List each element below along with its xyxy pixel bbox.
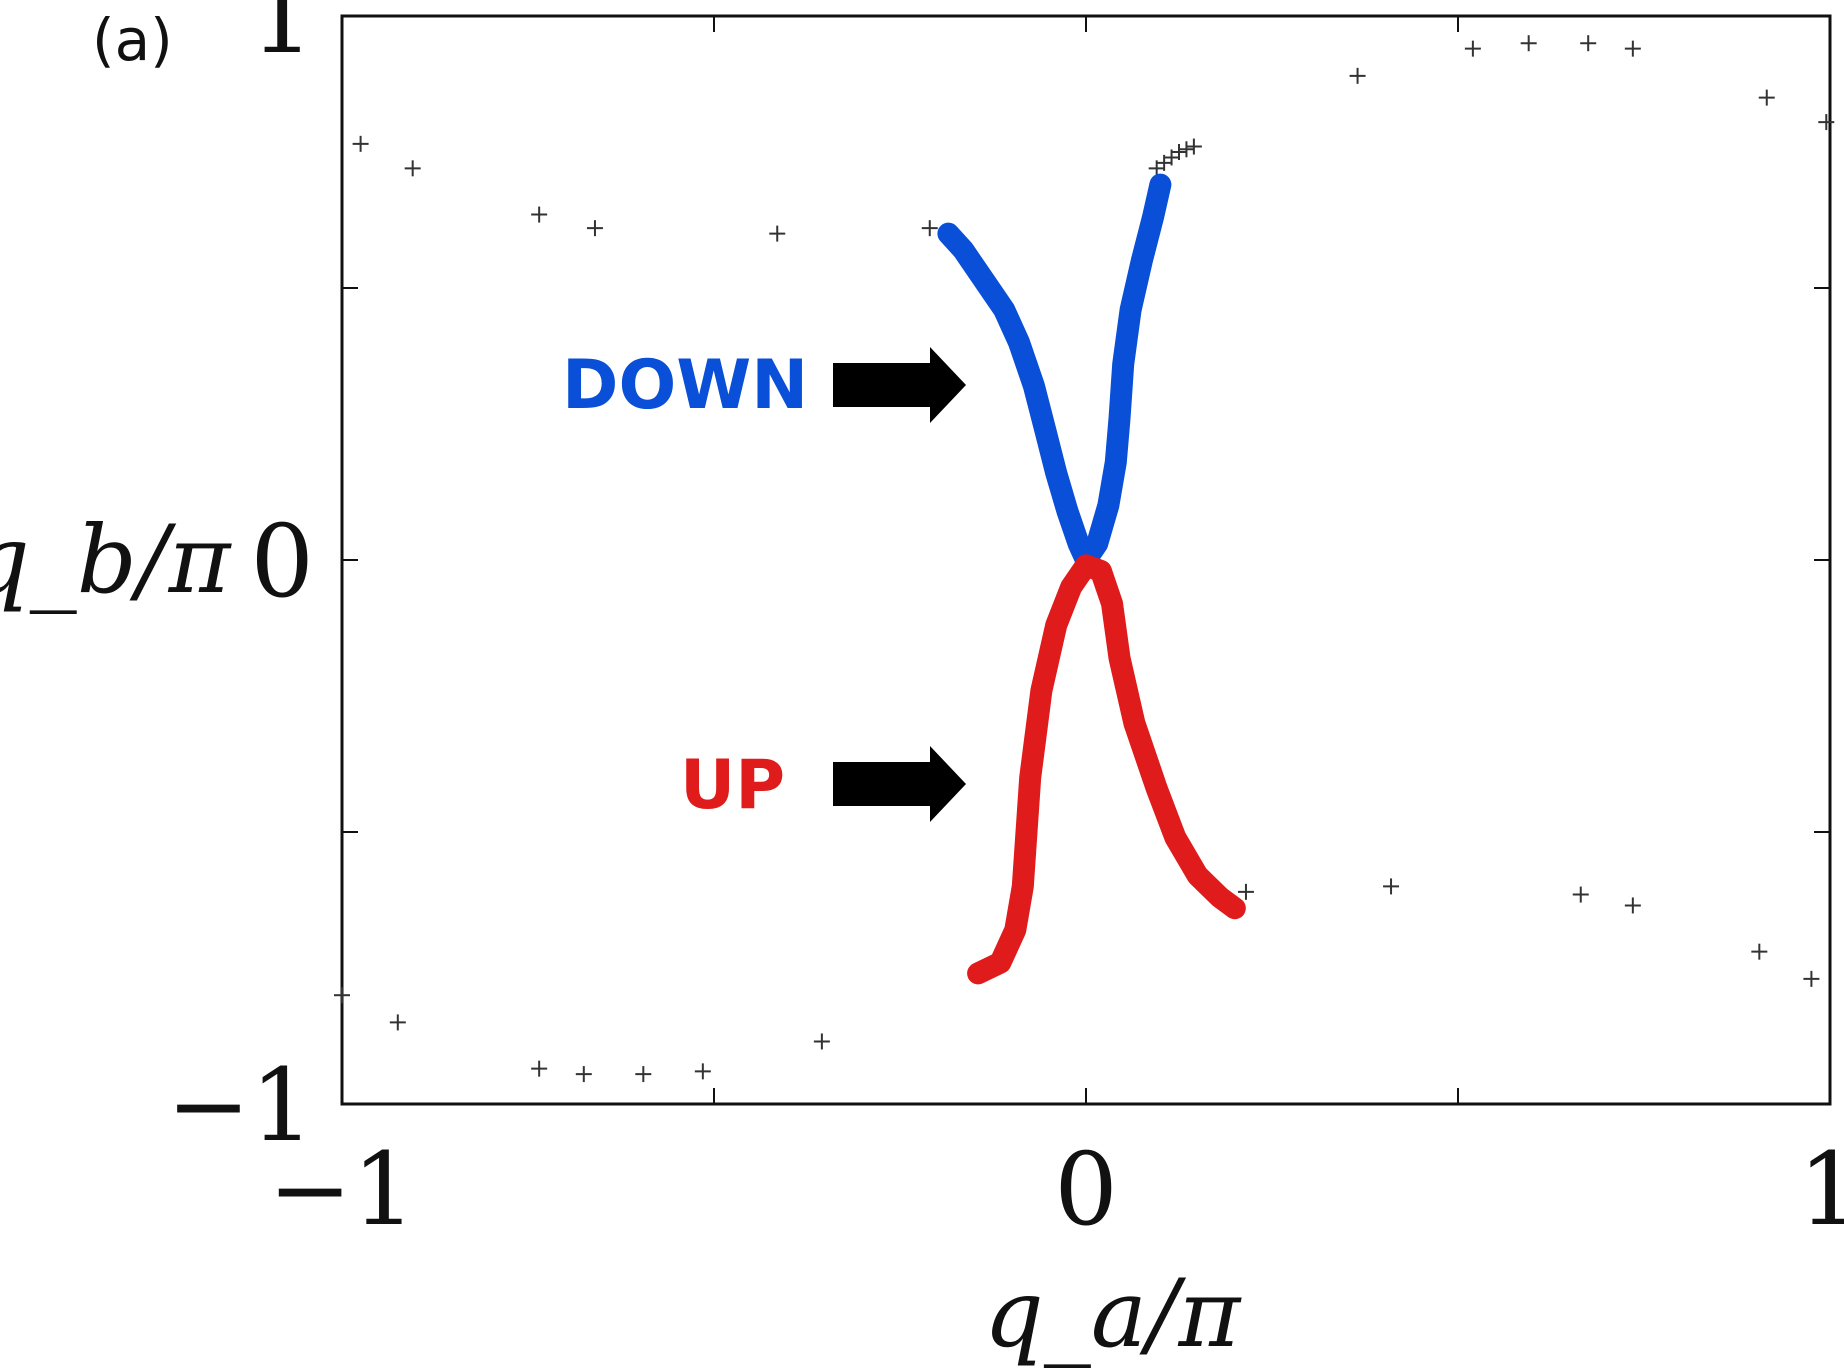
scatter-point <box>1624 40 1641 57</box>
y-tick-label: −1 <box>167 1047 314 1164</box>
scatter-point <box>531 206 548 223</box>
scatter-point <box>635 1066 652 1083</box>
scatter-point <box>1237 883 1254 900</box>
scatter-point <box>1580 35 1597 52</box>
scatter-point <box>1349 67 1366 84</box>
scatter-point <box>1751 943 1768 960</box>
scatter-point <box>1624 897 1641 914</box>
scatter-point <box>769 225 786 242</box>
scatter-point <box>694 1063 711 1080</box>
y-tick-label: 1 <box>250 0 314 76</box>
tick-marks <box>341 15 1831 1105</box>
scatter-point <box>389 1014 406 1031</box>
x-tick-label: −1 <box>268 1131 415 1248</box>
scatter-point <box>1818 114 1835 131</box>
scatter-point <box>921 220 938 237</box>
up-annotation-label: UP <box>680 746 785 825</box>
scatter-point <box>1171 144 1187 160</box>
scatter-point <box>352 135 369 152</box>
scatter-point <box>1464 40 1481 57</box>
down-annotation-label: DOWN <box>562 346 808 425</box>
x-tick-label: 1 <box>1798 1131 1844 1248</box>
scatter-point <box>586 220 603 237</box>
up-series-line <box>967 554 1246 985</box>
down-arrow <box>833 347 966 423</box>
up-arrow <box>833 746 966 822</box>
scatter-point <box>1383 878 1400 895</box>
y-axis-label: q_b/π <box>0 506 233 615</box>
scatter-point <box>1520 35 1537 52</box>
scatter-point <box>1803 970 1820 987</box>
x-axis-label: q_a/π <box>984 1260 1243 1368</box>
scatter-point <box>1758 89 1775 106</box>
tick-labels: −1 0 1 −1 0 1 <box>167 0 1844 1248</box>
scatter-point <box>1572 886 1589 903</box>
scatter-point <box>813 1033 830 1050</box>
scatter-point <box>1185 138 1202 155</box>
scatter-point <box>575 1066 592 1083</box>
scatter-markers <box>334 35 1835 1083</box>
scatter-point <box>334 987 350 1004</box>
x-tick-label: 0 <box>1054 1131 1118 1248</box>
panel-label: (a) <box>92 6 173 74</box>
y-tick-label: 0 <box>250 503 314 620</box>
scatter-point <box>1178 141 1195 158</box>
axis-titles: q_b/π q_a/π <box>0 506 1243 1368</box>
scatter-point <box>531 1060 548 1077</box>
highlight-lines <box>937 173 1246 985</box>
down-series-line <box>937 173 1172 571</box>
scatter-point <box>404 160 421 177</box>
